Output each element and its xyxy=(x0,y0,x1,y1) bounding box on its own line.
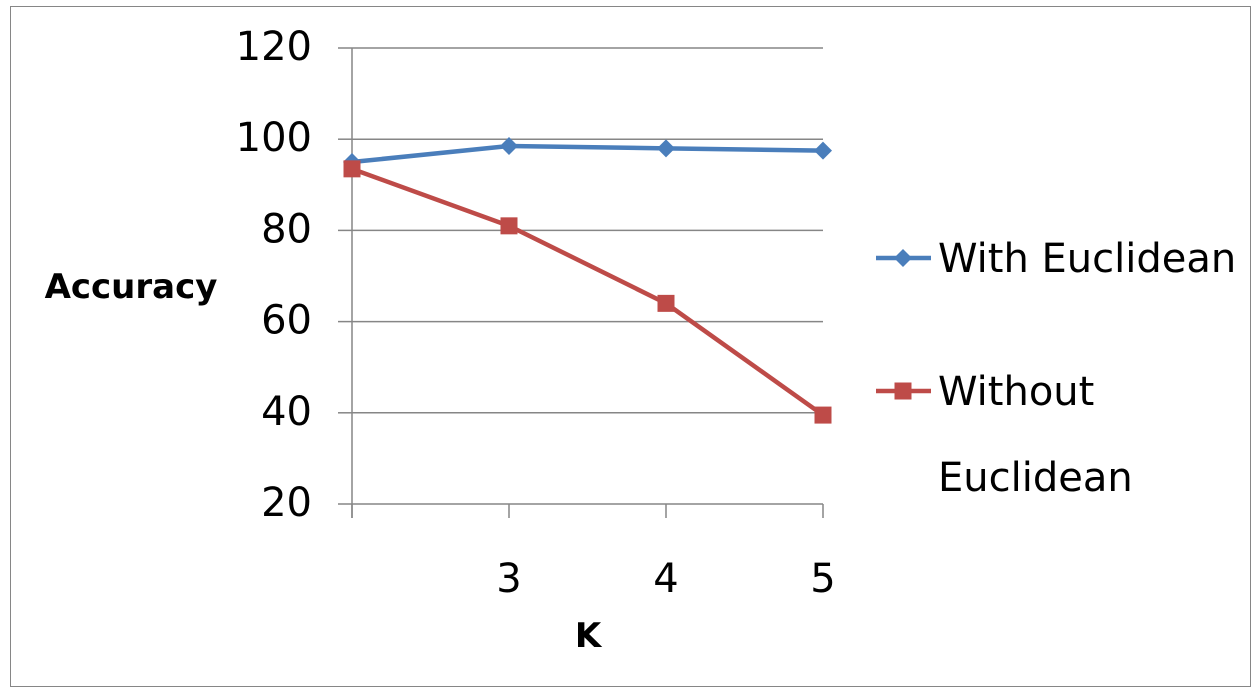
data-point xyxy=(500,217,518,235)
data-point xyxy=(814,406,832,424)
data-point xyxy=(500,137,518,156)
series-2 xyxy=(343,160,832,424)
x-tick-label: 5 xyxy=(810,556,835,602)
data-point xyxy=(343,160,361,178)
y-tick-labels: 20 40 60 80 100 120 xyxy=(236,24,312,526)
axes xyxy=(338,47,824,518)
series-line xyxy=(351,166,825,417)
legend-label: With Euclidean xyxy=(938,236,1236,282)
legend: With Euclidean Without Euclidean xyxy=(876,236,1236,501)
x-tick-label: 3 xyxy=(496,556,521,602)
y-tick-label: 100 xyxy=(236,115,312,161)
x-axis-label: K xyxy=(575,616,603,656)
x-tick-label: 4 xyxy=(653,556,678,602)
series-line xyxy=(351,143,824,165)
legend-item: With Euclidean xyxy=(876,236,1236,282)
y-tick-label: 20 xyxy=(261,480,312,526)
y-tick-label: 80 xyxy=(261,206,312,252)
y-axis-label: Accuracy xyxy=(45,267,218,307)
chart-frame xyxy=(10,6,1251,687)
x-tick-labels: 3 4 5 xyxy=(496,556,835,602)
series-1 xyxy=(343,137,832,171)
grid-lines xyxy=(352,47,823,414)
legend-item: Without Euclidean xyxy=(876,369,1133,501)
legend-marker xyxy=(894,382,912,400)
data-point xyxy=(814,141,832,160)
legend-label: Euclidean xyxy=(938,455,1133,501)
series-group xyxy=(343,137,832,424)
y-tick-label: 40 xyxy=(261,389,312,435)
data-point xyxy=(657,294,675,312)
y-tick-label: 60 xyxy=(261,298,312,344)
legend-marker xyxy=(894,249,912,267)
legend-label: Without xyxy=(938,369,1094,415)
data-point xyxy=(657,139,675,158)
y-tick-label: 120 xyxy=(236,24,312,70)
